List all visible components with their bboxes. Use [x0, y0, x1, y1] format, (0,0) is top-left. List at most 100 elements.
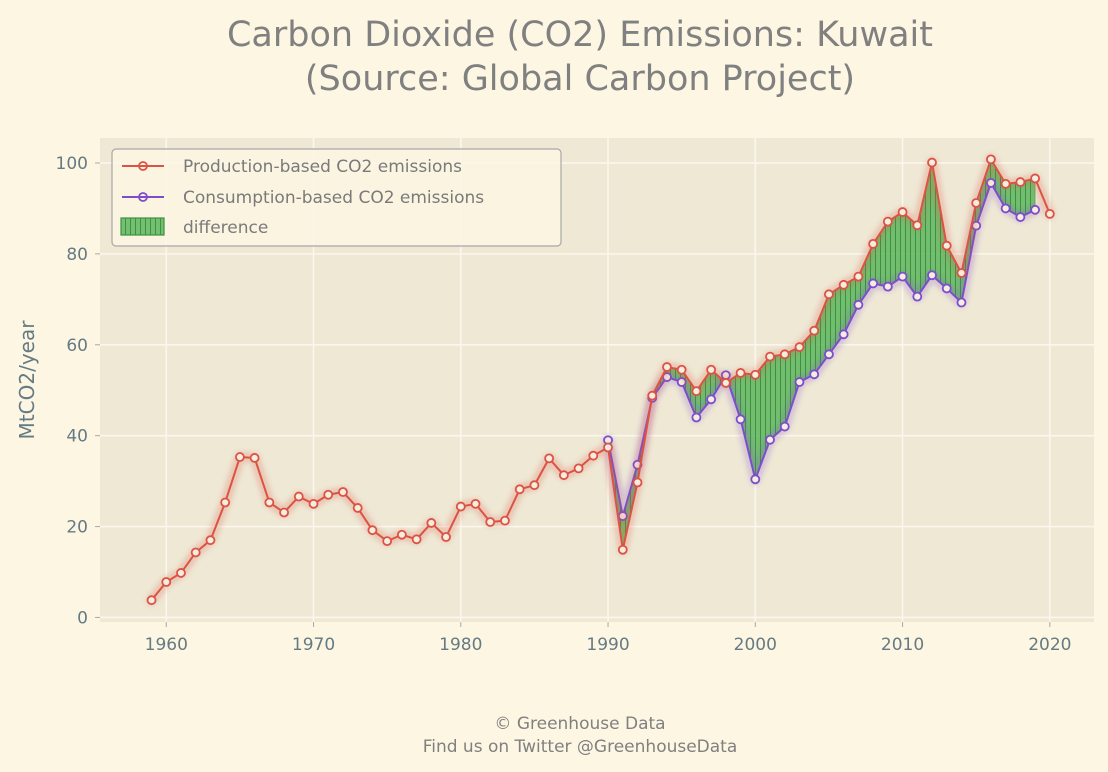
data-point [824, 289, 834, 300]
x-tick-label: 1960 [145, 635, 188, 655]
data-point [676, 364, 687, 375]
x-tick-label: 1970 [292, 635, 335, 655]
data-point [455, 501, 466, 512]
data-point [912, 291, 923, 302]
legend-production-label: Production-based CO2 emissions [183, 157, 462, 177]
chart-title-line1: Carbon Dioxide (CO2) Emissions: Kuwait [227, 15, 933, 55]
y-tick-label: 100 [56, 154, 88, 174]
series-lines [146, 153, 1056, 606]
legend-production-marker [138, 161, 148, 171]
data-point [868, 238, 879, 249]
data-point [588, 450, 599, 461]
legend-difference-label: difference [183, 218, 268, 238]
data-point [986, 154, 996, 165]
data-point [706, 364, 717, 375]
data-point [735, 368, 746, 378]
data-point [1044, 208, 1055, 219]
data-point [691, 386, 702, 397]
data-point [441, 532, 451, 542]
data-point [794, 377, 805, 387]
data-point [176, 568, 186, 578]
y-axis-label: MtCO2/year [15, 320, 39, 440]
data-point [941, 240, 952, 251]
data-point [367, 525, 378, 536]
data-point [647, 390, 658, 401]
data-point [1000, 178, 1011, 189]
y-tick-label: 0 [77, 608, 88, 628]
data-point [323, 489, 334, 500]
data-point [838, 279, 849, 290]
data-point [897, 271, 908, 282]
y-tick-label: 80 [66, 245, 88, 265]
data-point [617, 544, 628, 555]
axis-ticks: 1960 1970 1980 1990 2000 2010 2020 0 20 40 60 80 100 [56, 154, 1072, 655]
data-point [956, 297, 967, 308]
data-point [765, 351, 775, 362]
data-point [470, 498, 481, 509]
chart-title-line2: (Source: Global Carbon Project) [305, 59, 855, 99]
data-point [882, 281, 893, 292]
data-point [765, 434, 775, 445]
x-tick-label: 1990 [586, 635, 629, 655]
x-tick-label: 1980 [439, 635, 482, 655]
footer-copyright: © Greenhouse Data [494, 714, 665, 734]
data-point [868, 278, 879, 289]
y-tick-label: 20 [66, 518, 88, 538]
data-point [956, 268, 967, 278]
data-point [632, 477, 643, 488]
data-point [853, 299, 864, 310]
data-point [912, 220, 923, 231]
chart-legend: Production-based CO2 emissions Consumpti… [111, 148, 562, 247]
data-point [426, 518, 437, 528]
data-point [220, 497, 231, 508]
data-point [308, 498, 319, 509]
series-production [146, 153, 1056, 606]
data-point [750, 369, 761, 380]
data-point [338, 487, 348, 497]
data-point [838, 329, 849, 340]
data-point [485, 517, 496, 527]
data-point [691, 412, 702, 423]
legend-difference-swatch [120, 217, 165, 236]
data-point [603, 442, 613, 453]
footer-twitter: Find us on Twitter @GreenhouseData [423, 737, 738, 757]
data-point [779, 349, 790, 360]
data-point [544, 453, 555, 464]
data-point [264, 497, 275, 508]
data-point [927, 157, 937, 168]
data-point [161, 577, 172, 587]
data-point [882, 216, 893, 227]
data-point [750, 474, 761, 485]
data-point [382, 536, 393, 547]
data-point [249, 453, 260, 463]
footer: © Greenhouse Data Find us on Twitter @Gr… [423, 714, 738, 757]
data-point [809, 369, 820, 380]
legend-consumption-marker [138, 192, 148, 202]
data-point [146, 595, 157, 606]
legend-frame [111, 148, 562, 247]
data-point [500, 515, 510, 526]
data-point [396, 529, 407, 540]
series-consumption [602, 177, 1041, 522]
y-tick-label: 40 [66, 427, 88, 447]
data-point [529, 480, 540, 491]
data-point [809, 325, 820, 336]
data-point [720, 378, 731, 388]
data-point [1030, 204, 1040, 215]
x-tick-label: 2020 [1028, 635, 1071, 655]
data-point [573, 463, 584, 474]
data-point [1030, 173, 1040, 184]
data-point [279, 507, 289, 518]
data-point [352, 503, 363, 513]
data-point [1000, 203, 1011, 214]
chart-title: Carbon Dioxide (CO2) Emissions: Kuwait (… [227, 15, 933, 99]
data-point [1015, 212, 1026, 222]
data-point [514, 484, 525, 495]
data-point [190, 547, 201, 558]
data-point [824, 349, 834, 360]
data-point [706, 394, 717, 405]
data-point [293, 491, 304, 502]
data-point [853, 271, 864, 282]
data-point [897, 207, 908, 217]
